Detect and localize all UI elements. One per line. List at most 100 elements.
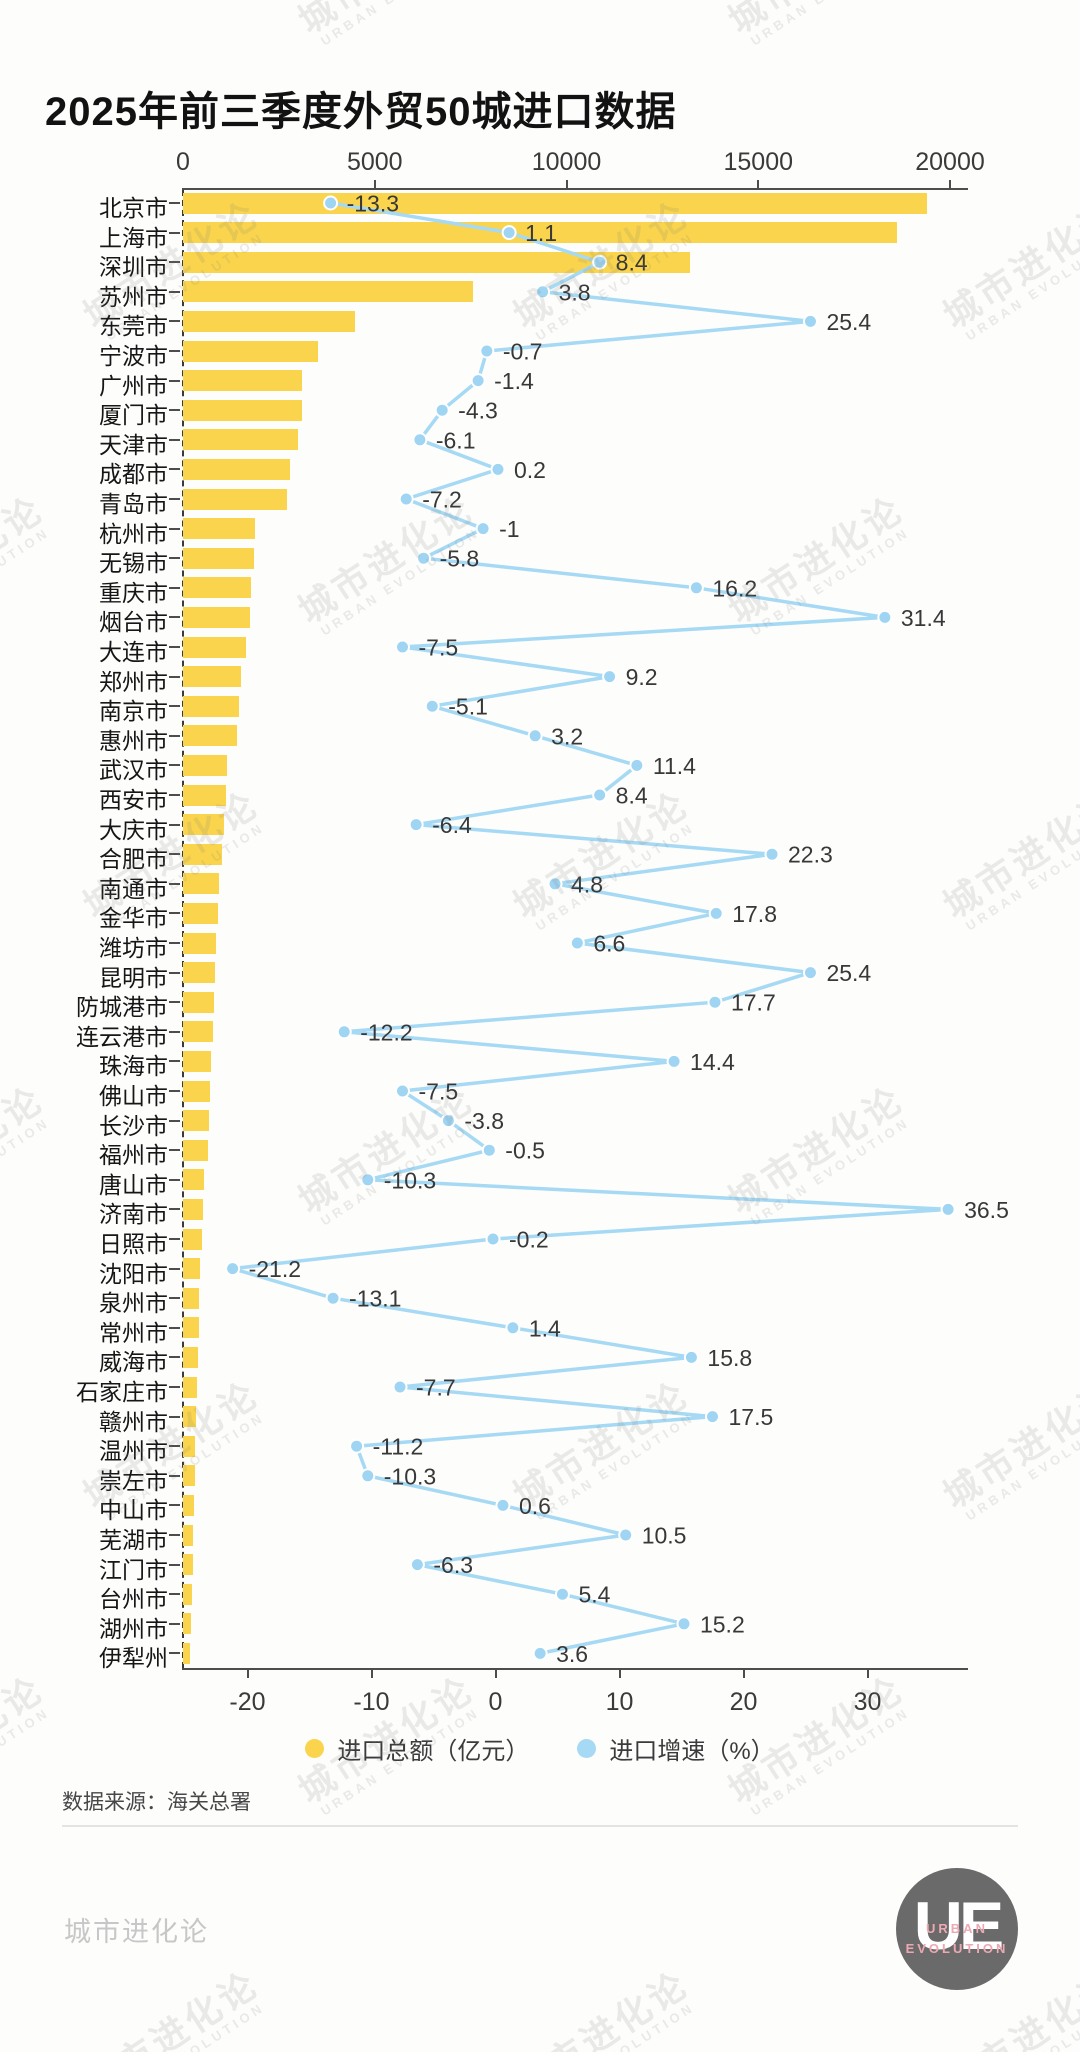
growth-value-label: -3.8 xyxy=(464,1108,504,1134)
city-axis-tick xyxy=(169,202,180,204)
logo-subtitle-line2: EVOLUTION xyxy=(905,1940,1009,1956)
city-label: 泉州市 xyxy=(99,1290,168,1317)
growth-dot xyxy=(569,935,585,951)
bottom-axis-tick-label: 10 xyxy=(605,1688,634,1716)
city-axis-tick xyxy=(169,616,180,619)
import-bar xyxy=(183,1287,200,1309)
import-bar xyxy=(183,1435,196,1457)
city-axis-tick xyxy=(169,231,180,234)
city-axis-tick xyxy=(169,320,180,323)
city-label: 常州市 xyxy=(99,1319,168,1346)
city-axis-tick xyxy=(169,971,180,974)
city-label: 台州市 xyxy=(99,1586,168,1613)
growth-value-label: 10.5 xyxy=(642,1523,687,1549)
import-bar xyxy=(183,962,215,984)
import-bar xyxy=(183,1050,212,1072)
city-label: 日照市 xyxy=(99,1231,168,1257)
city-label: 烟台市 xyxy=(99,609,168,636)
growth-dot xyxy=(705,1409,720,1425)
bottom-axis-tick-label: 30 xyxy=(853,1688,882,1716)
growth-value-label: -7.7 xyxy=(416,1375,456,1401)
city-axis-tick xyxy=(169,1534,180,1536)
import-bar xyxy=(183,1228,202,1250)
import-bar xyxy=(183,1021,213,1043)
growth-value-label: 25.4 xyxy=(826,960,871,986)
growth-value-label: 15.8 xyxy=(707,1345,752,1371)
growth-dot xyxy=(629,757,645,773)
top-axis-tick-label: 10000 xyxy=(531,148,602,176)
city-axis-tick xyxy=(169,1415,180,1418)
growth-value-label: 17.7 xyxy=(731,990,776,1016)
import-bar xyxy=(183,1139,209,1161)
growth-dot xyxy=(481,1142,497,1158)
city-axis-tick xyxy=(169,1060,180,1063)
legend-item: 进口总额（亿元） xyxy=(305,1731,529,1766)
import-bar xyxy=(183,1613,192,1635)
growth-value-label: 9.2 xyxy=(626,664,658,690)
bottom-axis-line xyxy=(182,1668,968,1670)
city-axis-tick xyxy=(169,823,180,826)
growth-dot xyxy=(470,373,486,389)
growth-dot xyxy=(424,698,440,714)
city-axis-tick xyxy=(169,1622,180,1625)
city-label: 连云港市 xyxy=(76,1023,168,1050)
city-label: 深圳市 xyxy=(99,254,168,281)
city-label: 佛山市 xyxy=(99,1083,168,1109)
import-bar xyxy=(183,547,254,569)
urban-evolution-logo: UE URBAN EVOLUTION xyxy=(896,1868,1018,1990)
city-axis-tick xyxy=(169,1267,180,1270)
growth-dot xyxy=(434,402,450,418)
import-bar xyxy=(183,1346,198,1368)
import-bar xyxy=(183,784,226,806)
growth-dot xyxy=(764,846,780,862)
city-axis-tick xyxy=(169,794,180,796)
city-axis-tick xyxy=(169,675,180,678)
growth-dot xyxy=(707,994,723,1010)
import-bar xyxy=(183,1317,199,1339)
growth-dot xyxy=(325,1290,341,1306)
city-axis-tick xyxy=(169,705,180,708)
top-axis-tick xyxy=(949,180,951,188)
import-bar xyxy=(183,281,473,303)
import-bar xyxy=(183,814,225,836)
city-label: 大庆市 xyxy=(99,816,168,843)
growth-value-label: -5.8 xyxy=(440,546,480,572)
growth-value-label: 25.4 xyxy=(826,309,871,335)
import-bar xyxy=(183,310,355,332)
city-axis-tick xyxy=(169,1178,180,1181)
growth-dot xyxy=(416,550,432,566)
city-axis-tick xyxy=(169,1386,180,1388)
bottom-axis-tick-label: -20 xyxy=(229,1688,266,1716)
city-label: 青岛市 xyxy=(99,491,168,517)
import-bar xyxy=(183,843,223,865)
growth-value-label: -6.4 xyxy=(432,812,472,838)
growth-value-label: 3.8 xyxy=(559,279,591,305)
growth-dot xyxy=(336,1024,352,1040)
city-label: 武汉市 xyxy=(99,757,168,784)
growth-dot xyxy=(535,284,551,300)
city-axis-tick xyxy=(169,646,180,648)
top-axis-tick-label: 15000 xyxy=(723,148,794,176)
import-bar xyxy=(183,695,239,717)
city-label: 南通市 xyxy=(99,875,168,902)
city-axis-tick xyxy=(169,290,180,293)
city-label: 昆明市 xyxy=(99,964,168,991)
city-axis-tick xyxy=(169,261,180,264)
city-axis-tick xyxy=(169,1504,180,1507)
growth-value-label: -0.2 xyxy=(509,1227,549,1253)
city-label: 大连市 xyxy=(99,639,168,665)
top-axis-tick-label: 5000 xyxy=(346,148,403,176)
city-axis-tick xyxy=(169,1208,180,1211)
city-axis-tick xyxy=(169,1593,180,1596)
top-axis-tick-label: 20000 xyxy=(915,148,985,176)
city-label: 北京市 xyxy=(99,195,168,221)
brand-footer-text: 城市进化论 xyxy=(64,1917,209,1947)
import-bar xyxy=(183,1524,193,1546)
import-bar xyxy=(183,666,241,688)
import-bar xyxy=(183,873,220,895)
growth-dot xyxy=(408,817,424,833)
logo-letters: UE xyxy=(913,1887,1004,1964)
growth-dot xyxy=(485,1231,501,1247)
city-axis-tick xyxy=(169,409,180,412)
